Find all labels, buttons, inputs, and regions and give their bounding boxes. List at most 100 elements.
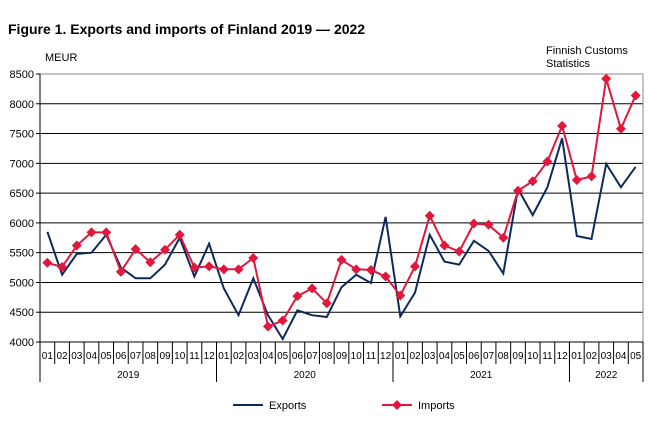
imports-point: [439, 240, 450, 251]
x-tick-label: 01: [571, 351, 583, 362]
y-tick-label: 7000: [10, 158, 34, 170]
imports-point: [307, 283, 318, 294]
x-tick-label: 02: [233, 351, 245, 362]
imports-point: [498, 232, 509, 243]
x-tick-label: 05: [630, 351, 642, 362]
imports-point: [571, 175, 582, 186]
imports-point: [233, 264, 244, 275]
year-label: 2022: [595, 370, 618, 381]
year-label: 2020: [294, 370, 317, 381]
imports-point: [115, 266, 126, 277]
x-tick-label: 12: [557, 351, 569, 362]
x-tick-label: 02: [586, 351, 598, 362]
y-axis-label: MEUR: [45, 52, 77, 64]
x-tick-label: 08: [145, 351, 157, 362]
y-tick-label: 6000: [10, 218, 34, 230]
x-tick-label: 03: [71, 351, 83, 362]
imports-point: [204, 261, 215, 272]
y-tick-label: 8000: [10, 99, 34, 111]
x-tick-label: 12: [204, 351, 216, 362]
y-tick-label: 4500: [10, 307, 34, 319]
imports-point: [630, 90, 641, 101]
y-tick-label: 7500: [10, 129, 34, 141]
x-tick-label: 11: [189, 351, 200, 362]
x-tick-label: 11: [542, 351, 553, 362]
year-label: 2019: [117, 370, 140, 381]
imports-point: [130, 244, 141, 255]
x-tick-label: 06: [468, 351, 480, 362]
x-tick-label: 06: [292, 351, 304, 362]
imports-point: [512, 185, 523, 196]
imports-point: [174, 229, 185, 240]
imports-point: [454, 246, 465, 257]
imports-point: [42, 257, 53, 268]
imports-point: [351, 264, 362, 275]
imports-point: [71, 240, 82, 251]
y-tick-label: 5500: [10, 248, 34, 260]
x-tick-label: 10: [527, 351, 539, 362]
imports-point: [292, 291, 303, 302]
x-tick-label: 09: [512, 351, 524, 362]
x-tick-label: 05: [101, 351, 113, 362]
x-tick-label: 01: [395, 351, 407, 362]
imports-point: [527, 176, 538, 187]
year-label: 2021: [470, 370, 493, 381]
legend-exports-label: Exports: [269, 400, 307, 412]
x-tick-label: 03: [601, 351, 613, 362]
imports-point: [86, 227, 97, 238]
imports-point: [262, 321, 273, 332]
x-tick-label: 12: [380, 351, 392, 362]
x-tick-label: 07: [483, 351, 495, 362]
x-tick-label: 11: [366, 351, 377, 362]
imports-point: [410, 261, 421, 272]
exports-line: [46, 138, 637, 342]
chart-title: Figure 1. Exports and imports of Finland…: [8, 21, 365, 37]
x-tick-label: 04: [262, 351, 274, 362]
imports-point: [321, 298, 332, 309]
imports-point: [365, 264, 376, 275]
imports-point: [101, 227, 112, 238]
x-tick-label: 03: [248, 351, 260, 362]
x-tick-label: 09: [336, 351, 348, 362]
x-tick-label: 02: [409, 351, 421, 362]
imports-point: [615, 123, 626, 134]
legend-imports-marker: [392, 400, 402, 410]
x-tick-label: 02: [56, 351, 68, 362]
x-tick-label: 08: [321, 351, 333, 362]
imports-point: [586, 171, 597, 182]
legend-imports-label: Imports: [418, 400, 455, 412]
imports-point: [542, 156, 553, 167]
imports-point: [336, 254, 347, 265]
imports-point: [483, 219, 494, 230]
imports-point: [189, 262, 200, 273]
x-tick-label: 05: [454, 351, 466, 362]
imports-point: [145, 257, 156, 268]
imports-point: [601, 73, 612, 84]
x-tick-label: 04: [439, 351, 451, 362]
y-tick-label: 5000: [10, 277, 34, 289]
imports-point: [424, 210, 435, 221]
imports-point: [557, 120, 568, 131]
y-tick-label: 6500: [10, 188, 34, 200]
x-tick-label: 06: [115, 351, 127, 362]
y-tick-label: 4000: [10, 337, 34, 349]
x-tick-label: 03: [424, 351, 436, 362]
x-tick-label: 01: [42, 351, 54, 362]
imports-point: [160, 244, 171, 255]
source-line-1: Finnish Customs: [546, 45, 628, 57]
x-tick-label: 04: [86, 351, 98, 362]
y-tick-label: 8500: [10, 69, 34, 81]
imports-point: [468, 218, 479, 229]
imports-point: [380, 271, 391, 282]
x-tick-label: 10: [174, 351, 186, 362]
x-tick-label: 10: [351, 351, 363, 362]
x-tick-label: 05: [277, 351, 289, 362]
x-tick-label: 07: [130, 351, 142, 362]
source-line-2: Statistics: [546, 58, 591, 70]
x-tick-label: 04: [615, 351, 627, 362]
imports-point: [277, 315, 288, 326]
x-tick-label: 08: [498, 351, 510, 362]
imports-point: [57, 261, 68, 272]
x-tick-label: 07: [307, 351, 319, 362]
